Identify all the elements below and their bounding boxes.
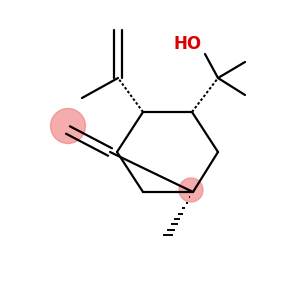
Circle shape	[50, 109, 86, 143]
Circle shape	[179, 178, 203, 202]
Text: HO: HO	[174, 35, 202, 53]
